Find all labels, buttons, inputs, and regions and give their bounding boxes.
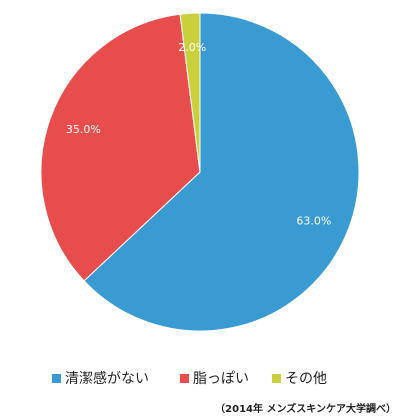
legend-swatch — [180, 374, 189, 383]
slice-label: 63.0% — [296, 214, 331, 227]
legend-swatch — [52, 374, 61, 383]
legend-label: 脂っぽい — [193, 371, 249, 387]
pie-slice — [83, 12, 360, 332]
slice-label: 2.0% — [178, 41, 206, 54]
pie-slice — [40, 13, 201, 282]
legend-swatch — [272, 374, 281, 383]
slice-label: 35.0% — [66, 123, 101, 136]
legend-label: 清潔感がない — [65, 370, 149, 387]
pie-slice — [179, 12, 201, 173]
legend-label: その他 — [285, 371, 327, 387]
source-note: （2014年 メンズスキンケア大学調べ） — [215, 402, 396, 415]
